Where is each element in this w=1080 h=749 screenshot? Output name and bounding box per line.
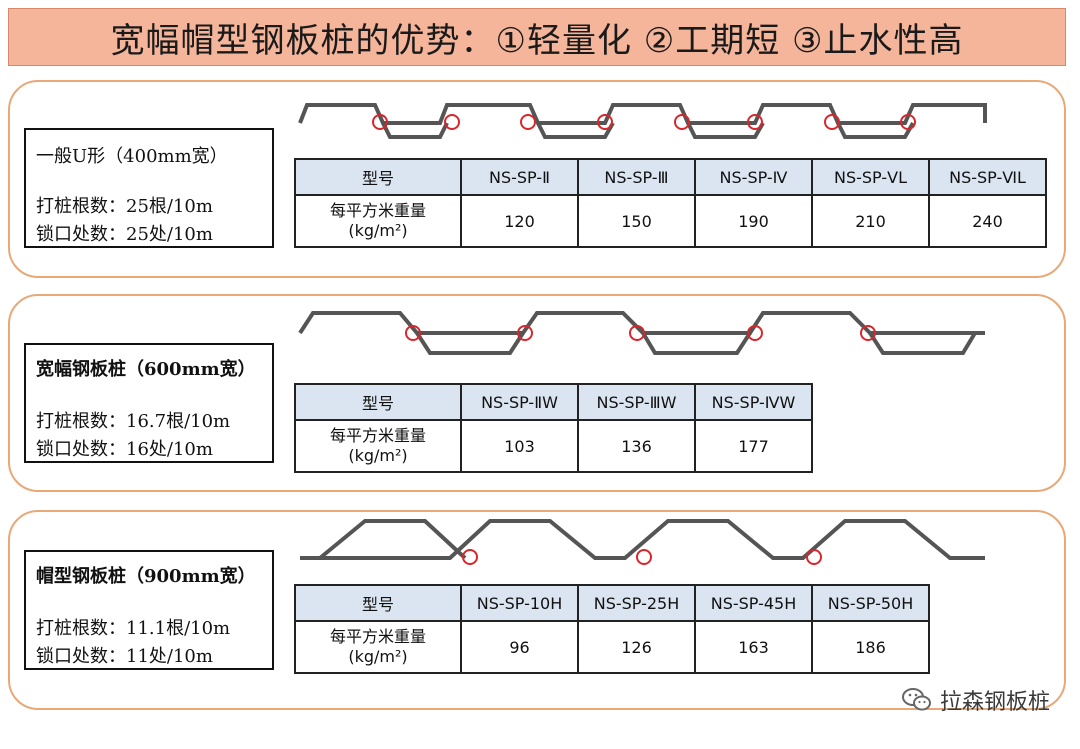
section-heading: 一般U形（400mm宽） [36,146,228,167]
info-box-wide: 宽幅钢板桩（600mm宽） 打桩根数：16.7根/10m 锁口处数：16处/10… [24,343,274,463]
wide-spec-table: 型号 NS-SP-ⅡW NS-SP-ⅢW NS-SP-ⅣW 每平方米重量 (kg… [294,383,813,473]
weight-label: 每平方米重量 [329,201,426,220]
weight-cell: 120 [460,194,579,248]
section-heading: 帽型钢板桩（900mm宽） [36,566,256,587]
joint-count: 锁口处数：11处/10m [36,646,213,667]
pile-count: 打桩根数：16.7根/10m [36,411,231,432]
u-type-spec-table: 型号 NS-SP-Ⅱ NS-SP-Ⅲ NS-SP-Ⅳ NS-SP-ⅤL NS-S… [294,158,1047,248]
hat-profile-diagram [300,519,985,565]
wide-profile-diagram [298,311,985,355]
section-heading: 宽幅钢板桩（600mm宽） [36,359,256,380]
weight-cell: 240 [928,194,1047,248]
weight-cell: 150 [577,194,696,248]
weight-cell: 190 [694,194,813,248]
weight-label: 每平方米重量 [329,627,426,646]
hat-spec-table: 型号 NS-SP-10H NS-SP-25H NS-SP-45H NS-SP-5… [294,584,930,674]
weight-cell: 136 [577,419,696,473]
joint-count: 锁口处数：25处/10m [36,224,213,245]
wide-joints [405,325,876,341]
model-cell: NS-SP-10H [460,584,579,622]
model-header: 型号 [294,158,462,196]
weight-unit: (kg/m²) [348,647,408,666]
model-cell: NS-SP-ⅢW [577,383,696,421]
u-type-profile-diagram [298,103,987,139]
weight-header: 每平方米重量 (kg/m²) [294,419,462,473]
weight-cell: 96 [460,620,579,674]
model-cell: NS-SP-ⅥL [928,158,1047,196]
model-header: 型号 [294,584,462,622]
model-cell: NS-SP-ⅡW [460,383,579,421]
weight-cell: 177 [694,419,813,473]
weight-label: 每平方米重量 [329,426,426,445]
u-type-profile-line [298,103,987,125]
weight-cell: 210 [811,194,930,248]
pile-count: 打桩根数：11.1根/10m [36,618,231,639]
model-cell: NS-SP-Ⅲ [577,158,696,196]
watermark: 拉森钢板桩 [901,684,1050,716]
watermark-text: 拉森钢板桩 [939,690,1050,715]
weight-cell: 103 [460,419,579,473]
info-box-hat: 帽型钢板桩（900mm宽） 打桩根数：11.1根/10m 锁口处数：11处/10… [24,550,274,670]
weight-cell: 163 [694,620,813,674]
wide-profile-lower-line [415,331,977,355]
u-type-joints [372,114,916,130]
model-cell: NS-SP-Ⅳ [694,158,813,196]
page-title: 宽幅帽型钢板桩的优势：①轻量化 ②工期短 ③止水性高 [8,8,1066,66]
wechat-icon [901,688,931,711]
weight-unit: (kg/m²) [348,221,408,240]
model-header: 型号 [294,383,462,421]
weight-header: 每平方米重量 (kg/m²) [294,194,462,248]
weight-unit: (kg/m²) [348,446,408,465]
model-cell: NS-SP-50H [811,584,930,622]
info-box-u-type: 一般U形（400mm宽） 打桩根数：25根/10m 锁口处数：25处/10m [24,128,274,248]
hat-profile-line [300,519,985,560]
model-cell: NS-SP-ⅣW [694,383,813,421]
weight-cell: 186 [811,620,930,674]
model-cell: NS-SP-Ⅱ [460,158,579,196]
wide-profile-upper-line [298,311,985,335]
weight-header: 每平方米重量 (kg/m²) [294,620,462,674]
pile-count: 打桩根数：25根/10m [36,196,213,217]
joint-count: 锁口处数：16处/10m [36,439,213,460]
weight-cell: 126 [577,620,696,674]
hat-joints [462,549,822,565]
model-cell: NS-SP-ⅤL [811,158,930,196]
model-cell: NS-SP-45H [694,584,813,622]
model-cell: NS-SP-25H [577,584,696,622]
